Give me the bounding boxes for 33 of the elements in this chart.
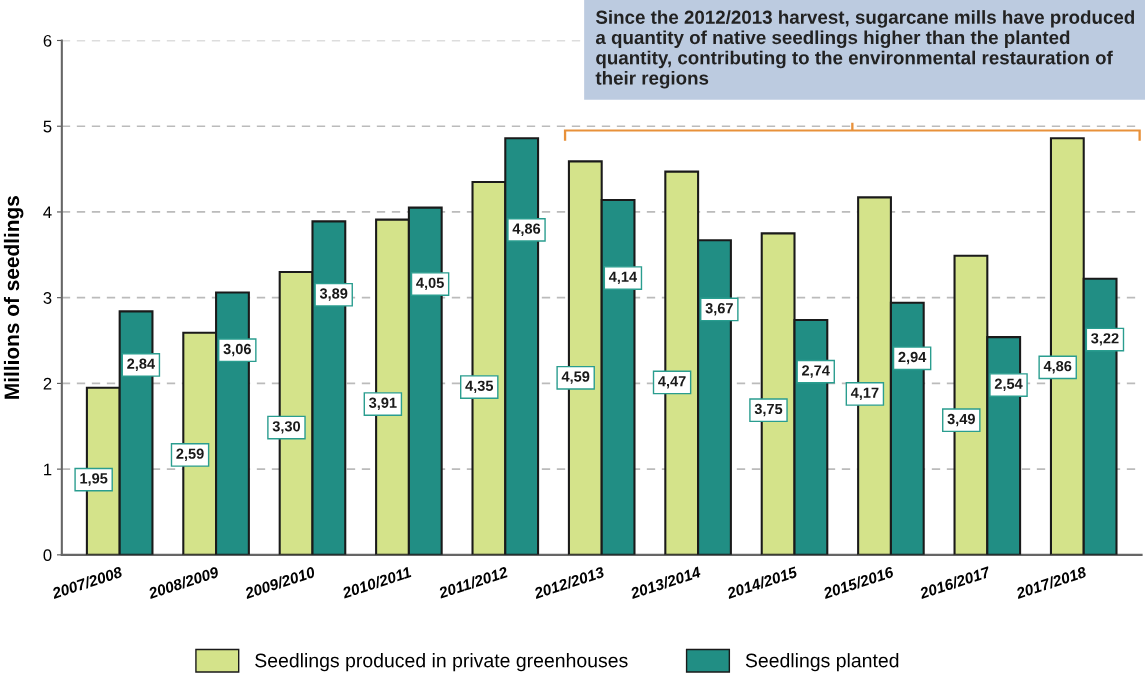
data-label: 2,54 <box>994 378 1023 392</box>
data-label: 3,22 <box>1091 333 1119 346</box>
y-tick-label: 2 <box>43 377 52 390</box>
y-tick-label: 1 <box>44 463 52 476</box>
y-tick-label: 6 <box>43 34 52 47</box>
data-label: 2,59 <box>176 448 204 461</box>
data-label: 1,95 <box>80 473 108 486</box>
legend-label: Seedlings planted <box>745 653 899 672</box>
data-label: 3,89 <box>319 288 348 301</box>
y-tick-label: 4 <box>43 206 52 218</box>
data-label: 4,14 <box>608 271 638 285</box>
data-label: 3,49 <box>947 413 975 427</box>
data-label: 2,84 <box>127 358 155 371</box>
data-label: 3,06 <box>223 343 251 357</box>
data-label: 2,94 <box>898 351 927 365</box>
data-label: 4,05 <box>416 277 444 291</box>
data-label: 3,30 <box>272 421 301 434</box>
data-label: 4,47 <box>658 376 686 389</box>
legend-label: Seedlings produced in private greenhouses <box>255 653 628 672</box>
data-label: 3,75 <box>754 403 783 417</box>
data-label: 4,86 <box>1043 360 1072 374</box>
data-label: 3,67 <box>705 303 733 316</box>
y-tick-label: 3 <box>43 292 52 304</box>
data-label: 2,74 <box>802 365 830 378</box>
data-label: 4,35 <box>465 380 494 394</box>
y-tick-label: 0 <box>43 549 52 562</box>
data-label: 3,91 <box>369 397 397 411</box>
annotation: Since the 2012/2013 harvest, sugarcane mills have produced a quantity of native seedlings higher than the planted quantity, contributing to the environmental restauration of their regions <box>595 10 1135 89</box>
y-tick-label: 5 <box>43 120 52 133</box>
data-label: 4,86 <box>512 223 541 236</box>
y-axis-title: Millions of seedlings <box>3 196 24 399</box>
data-label: 4,59 <box>561 371 590 384</box>
data-label: 4,17 <box>850 387 879 401</box>
